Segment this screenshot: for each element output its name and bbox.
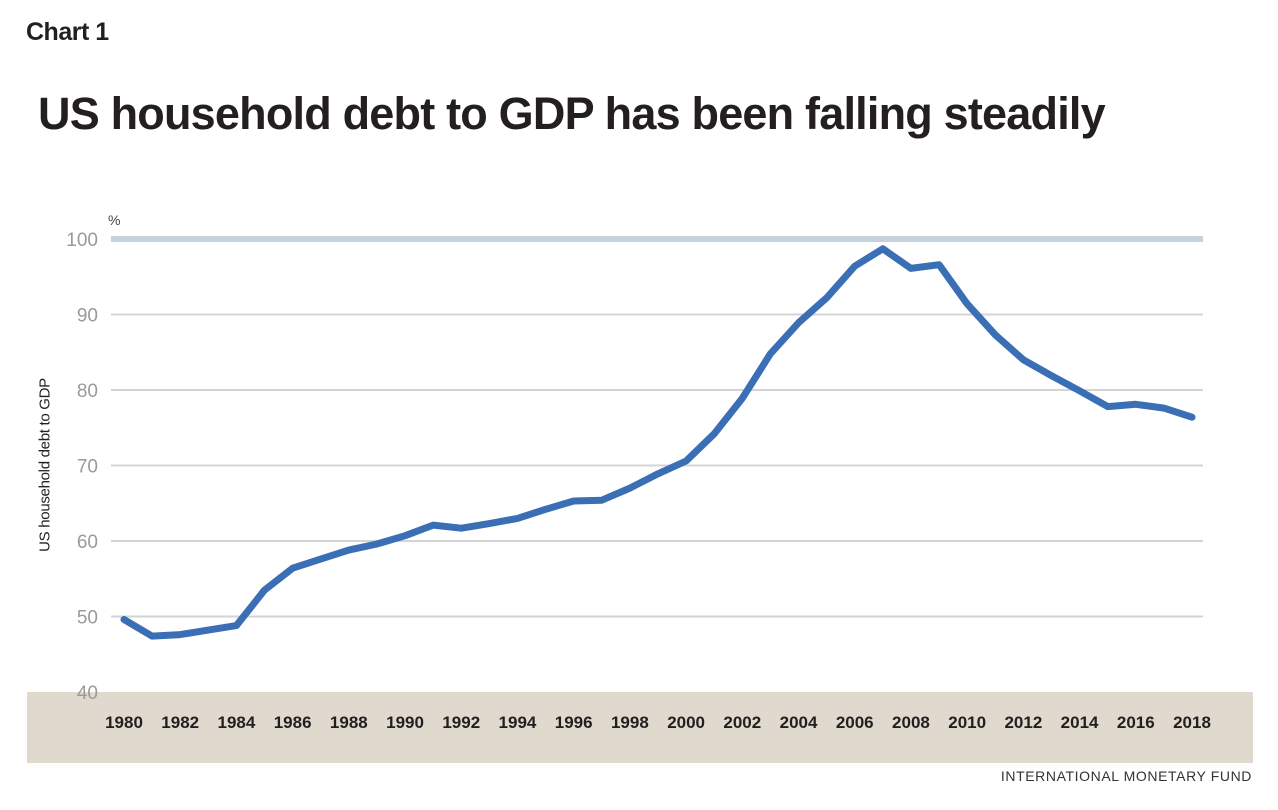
x-tick-2000: 2000 [667,713,705,732]
x-tick-1990: 1990 [386,713,424,732]
x-tick-1980: 1980 [105,713,143,732]
y-tick-80: 80 [77,381,98,402]
x-tick-1994: 1994 [499,713,537,732]
y-tick-100: 100 [66,230,98,251]
y-tick-40: 40 [77,683,98,704]
x-tick-2016: 2016 [1117,713,1155,732]
y-unit-label: % [108,212,121,228]
x-tick-1998: 1998 [611,713,649,732]
x-tick-1984: 1984 [218,713,256,732]
x-tick-2008: 2008 [892,713,930,732]
x-tick-2006: 2006 [836,713,874,732]
x-tick-2014: 2014 [1061,713,1099,732]
y-tick-70: 70 [77,457,98,478]
x-tick-2010: 2010 [948,713,986,732]
y-tick-90: 90 [77,306,98,327]
x-tick-2002: 2002 [723,713,761,732]
chart-title: US household debt to GDP has been fallin… [38,88,1106,139]
x-tick-labels: 1980 1982 1984 1986 1988 1990 1992 1994 1996 1998… [105,713,1211,732]
x-tick-1986: 1986 [274,713,312,732]
y-tick-50: 50 [77,608,98,629]
y-tick-60: 60 [77,532,98,553]
gridlines [111,236,1203,618]
x-tick-1996: 1996 [555,713,593,732]
x-tick-1992: 1992 [442,713,480,732]
series-line-0 [120,245,1196,640]
x-tick-2018: 2018 [1173,713,1211,732]
x-tick-1988: 1988 [330,713,368,732]
x-axis-band [27,692,1253,763]
x-tick-2004: 2004 [780,713,818,732]
y-tick-labels: 40 50 60 70 80 90 100 [66,230,98,704]
chart-number-label: Chart 1 [26,18,109,46]
series-group [120,245,1196,640]
x-tick-1982: 1982 [161,713,199,732]
source-credit: INTERNATIONAL MONETARY FUND [1000,768,1252,784]
x-tick-2012: 2012 [1004,713,1042,732]
